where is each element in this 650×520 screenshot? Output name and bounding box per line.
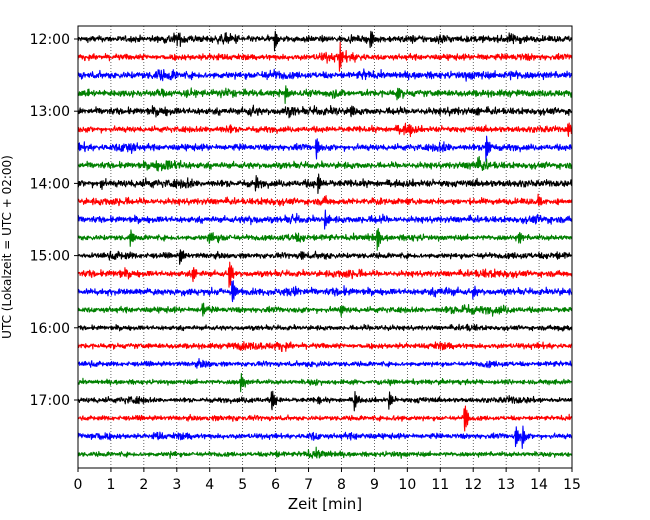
y-tick-label: 13:00: [30, 104, 70, 120]
y-axis-label: UTC (Lokalzeit = UTC + 02:00): [0, 155, 14, 339]
seismogram-trace-1600: [77, 323, 573, 332]
seismogram-trace-1545: [77, 302, 573, 318]
trace-layer: [77, 30, 573, 459]
x-tick-label: 13: [497, 477, 515, 493]
x-tick-label: 8: [337, 477, 346, 493]
seismogram-trace-1200: [77, 30, 573, 52]
seismogram-trace-1630: [77, 358, 573, 369]
seismogram-trace-1300: [77, 104, 573, 119]
x-tick-label: 12: [464, 477, 482, 493]
y-axis-ticks: 12:00 13:00 14:00 15:00 16:00 17:00: [30, 32, 78, 409]
seismogram-trace-1530: [77, 280, 573, 303]
y-tick-label: 15:00: [30, 249, 70, 265]
y-tick-label: 14:00: [30, 176, 70, 192]
seismogram-trace-1615: [77, 341, 573, 353]
x-tick-label: 0: [74, 477, 83, 493]
x-tick-label: 4: [205, 477, 214, 493]
seismogram-trace-1415: [77, 193, 573, 207]
seismogram-trace-1745: [77, 446, 573, 459]
seismogram-trace-1400: [77, 173, 573, 194]
seismogram-trace-1700: [77, 390, 573, 412]
x-tick-label: 6: [271, 477, 280, 493]
x-axis-label: Zeit [min]: [288, 495, 362, 513]
seismogram-trace-1715: [77, 405, 573, 432]
x-tick-label: 7: [304, 477, 313, 493]
seismogram-trace-1315: [77, 122, 573, 138]
x-tick-label: 10: [398, 477, 416, 493]
x-axis-ticks: 0 1 2 3 4 5 6 7 8 9 10 11 12 13 14 15: [74, 468, 581, 493]
seismogram-trace-1445: [77, 228, 573, 251]
x-tick-label: 3: [172, 477, 181, 493]
seismogram-trace-1430: [77, 209, 573, 230]
seismogram-trace-1515: [77, 261, 573, 288]
seismogram-trace-1330: [77, 135, 573, 162]
x-tick-label: 1: [106, 477, 115, 493]
x-tick-label: 14: [530, 477, 548, 493]
seismogram-trace-1345: [77, 156, 573, 172]
y-tick-label: 16:00: [30, 321, 70, 337]
y-tick-label: 17:00: [30, 393, 70, 409]
x-tick-label: 5: [238, 477, 247, 493]
seismogram-trace-1500: [77, 249, 573, 265]
seismogram-trace-1730: [77, 425, 573, 449]
seismogram-trace-1245: [77, 85, 573, 105]
y-tick-label: 12:00: [30, 32, 70, 48]
seismogram-trace-1215: [77, 41, 573, 72]
plot-frame: [77, 25, 573, 469]
seismogram-trace-1230: [77, 68, 573, 82]
x-tick-label: 15: [563, 477, 581, 493]
plot-background: [78, 26, 572, 468]
x-tick-label: 11: [431, 477, 449, 493]
seismogram-trace-1645: [77, 372, 573, 393]
x-tick-label: 2: [139, 477, 148, 493]
x-tick-label: 9: [370, 477, 379, 493]
